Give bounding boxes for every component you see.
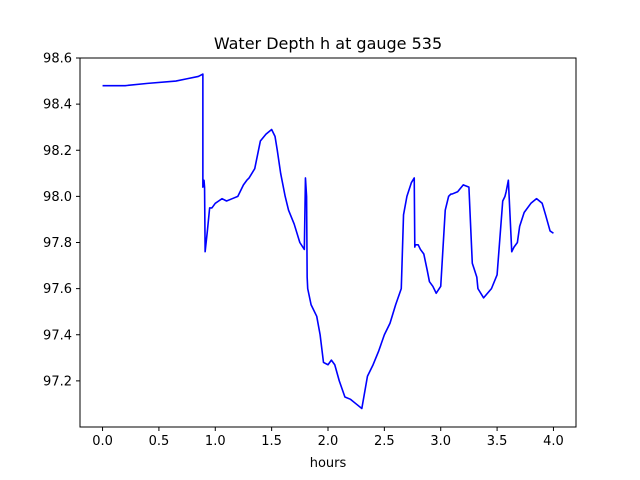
y-tick-label: 97.8 bbox=[43, 236, 72, 251]
x-tick-label: 1.0 bbox=[205, 434, 226, 449]
x-tick-label: 1.5 bbox=[261, 434, 282, 449]
x-tick-label: 4.0 bbox=[543, 434, 564, 449]
x-tick-label: 0.0 bbox=[92, 434, 113, 449]
series-layer bbox=[102, 73, 554, 410]
x-axis-label: hours bbox=[310, 456, 347, 471]
chart-title: Water Depth h at gauge 535 bbox=[214, 34, 442, 53]
y-tick-label: 98.2 bbox=[43, 144, 72, 159]
y-axis: 97.2 97.4 97.6 97.8 98.0 98.2 98.4 98.6 bbox=[43, 52, 80, 389]
y-tick-label: 97.2 bbox=[43, 374, 72, 389]
y-tick-label: 98.6 bbox=[43, 52, 72, 67]
x-tick-label: 3.5 bbox=[487, 434, 508, 449]
x-tick-label: 2.0 bbox=[318, 434, 339, 449]
x-tick-label: 0.5 bbox=[149, 434, 170, 449]
x-tick-label: 3.0 bbox=[430, 434, 451, 449]
x-tick-label: 2.5 bbox=[374, 434, 395, 449]
y-tick-label: 98.4 bbox=[43, 98, 72, 113]
x-axis: 0.0 0.5 1.0 1.5 2.0 2.5 3.0 3.5 4.0 bbox=[92, 427, 564, 449]
series-line bbox=[102, 73, 554, 410]
y-tick-label: 97.6 bbox=[43, 282, 72, 297]
y-tick-label: 98.0 bbox=[43, 190, 72, 205]
y-tick-label: 97.4 bbox=[43, 328, 72, 343]
